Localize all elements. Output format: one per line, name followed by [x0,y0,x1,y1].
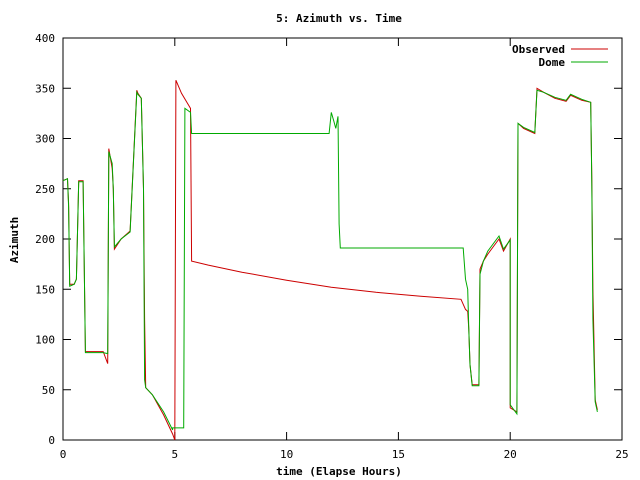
x-tick-label: 25 [615,448,628,461]
series-line-dome [62,89,598,431]
legend-label-observed: Observed [512,43,565,56]
x-axis-label: time (Elapse Hours) [276,465,402,478]
y-tick-label: 200 [35,233,55,246]
chart-title: 5: Azimuth vs. Time [276,12,402,25]
y-tick-label: 250 [35,183,55,196]
x-tick-label: 20 [504,448,517,461]
series-layer [62,80,598,441]
y-tick-label: 350 [35,82,55,95]
x-axis: 0 5 10 15 20 25 [60,38,629,461]
y-tick-label: 300 [35,133,55,146]
y-axis: 0 50 100 150 200 250 300 350 400 [35,32,622,447]
y-axis-label: Azimuth [8,217,21,263]
y-tick-label: 50 [42,384,55,397]
y-tick-label: 100 [35,334,55,347]
x-tick-label: 10 [280,448,293,461]
y-tick-label: 0 [48,434,55,447]
plot-area [62,37,623,441]
series-line-observed [62,80,598,441]
legend-label-dome: Dome [539,56,566,69]
plot-border [62,37,623,441]
y-tick-label: 150 [35,283,55,296]
x-tick-label: 5 [171,448,178,461]
x-tick-label: 15 [392,448,405,461]
y-tick-label: 400 [35,32,55,45]
x-tick-label: 0 [60,448,67,461]
